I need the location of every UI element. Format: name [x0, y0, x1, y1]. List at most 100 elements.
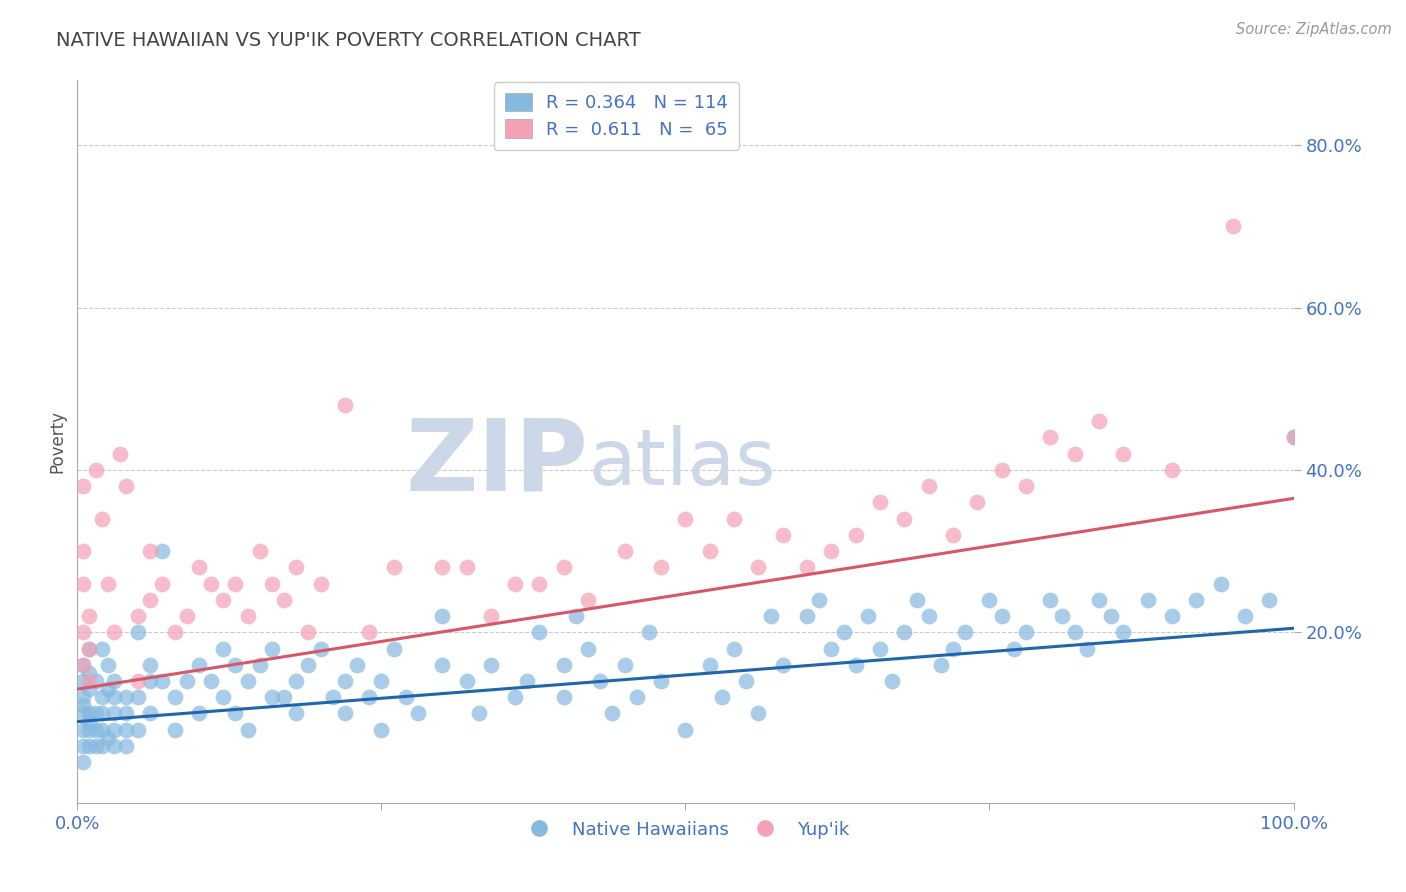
Point: [942, 641, 965, 656]
Point: [103, 706, 125, 721]
Point: [467, 706, 489, 721]
Point: [979, 592, 1001, 607]
Point: [845, 528, 868, 542]
Point: [869, 495, 891, 509]
Y-axis label: Poverty: Poverty: [48, 410, 66, 473]
Point: [966, 495, 988, 509]
Point: [503, 690, 526, 705]
Point: [602, 706, 624, 721]
Point: [430, 560, 453, 574]
Point: [1222, 219, 1244, 234]
Point: [79, 641, 101, 656]
Point: [820, 544, 842, 558]
Point: [893, 511, 915, 525]
Point: [115, 706, 138, 721]
Point: [1112, 625, 1135, 640]
Point: [856, 609, 879, 624]
Point: [346, 657, 368, 672]
Point: [200, 673, 222, 688]
Point: [1233, 609, 1256, 624]
Point: [1282, 430, 1305, 444]
Point: [1161, 609, 1184, 624]
Point: [626, 690, 648, 705]
Point: [1282, 430, 1305, 444]
Point: [370, 673, 392, 688]
Point: [139, 706, 162, 721]
Point: [808, 592, 831, 607]
Point: [359, 690, 381, 705]
Point: [1052, 609, 1074, 624]
Point: [1063, 447, 1085, 461]
Point: [845, 657, 868, 672]
Point: [84, 673, 107, 688]
Point: [176, 609, 198, 624]
Point: [638, 625, 661, 640]
Point: [79, 609, 101, 624]
Point: [723, 641, 745, 656]
Legend: Native Hawaiians, Yup'ik: Native Hawaiians, Yup'ik: [515, 814, 856, 846]
Point: [1063, 625, 1085, 640]
Point: [759, 609, 782, 624]
Point: [772, 657, 794, 672]
Point: [163, 625, 186, 640]
Point: [176, 673, 198, 688]
Point: [529, 576, 551, 591]
Point: [79, 723, 101, 737]
Point: [127, 609, 149, 624]
Point: [1136, 592, 1159, 607]
Text: atlas: atlas: [588, 425, 776, 501]
Point: [139, 657, 162, 672]
Point: [430, 657, 453, 672]
Point: [72, 657, 94, 672]
Point: [735, 673, 758, 688]
Point: [84, 739, 107, 753]
Point: [103, 723, 125, 737]
Point: [1088, 592, 1111, 607]
Point: [747, 706, 769, 721]
Point: [1185, 592, 1208, 607]
Point: [260, 576, 283, 591]
Point: [297, 625, 319, 640]
Point: [613, 657, 636, 672]
Point: [772, 528, 794, 542]
Point: [236, 723, 259, 737]
Point: [103, 625, 125, 640]
Point: [1209, 576, 1232, 591]
Point: [90, 723, 112, 737]
Point: [90, 641, 112, 656]
Point: [1112, 447, 1135, 461]
Point: [1099, 609, 1122, 624]
Point: [127, 673, 149, 688]
Point: [152, 673, 174, 688]
Point: [516, 673, 538, 688]
Point: [90, 706, 112, 721]
Point: [236, 673, 259, 688]
Point: [1015, 625, 1038, 640]
Point: [79, 706, 101, 721]
Point: [893, 625, 915, 640]
Point: [127, 625, 149, 640]
Text: Source: ZipAtlas.com: Source: ZipAtlas.com: [1236, 22, 1392, 37]
Point: [72, 706, 94, 721]
Point: [456, 673, 478, 688]
Point: [224, 576, 246, 591]
Point: [127, 723, 149, 737]
Point: [479, 609, 502, 624]
Point: [650, 673, 672, 688]
Point: [333, 398, 356, 412]
Point: [72, 544, 94, 558]
Text: ZIP: ZIP: [405, 415, 588, 512]
Point: [72, 625, 94, 640]
Point: [333, 673, 356, 688]
Point: [456, 560, 478, 574]
Point: [79, 673, 101, 688]
Point: [97, 576, 120, 591]
Point: [1161, 463, 1184, 477]
Point: [212, 641, 235, 656]
Point: [72, 479, 94, 493]
Point: [882, 673, 904, 688]
Point: [224, 706, 246, 721]
Point: [699, 544, 721, 558]
Point: [103, 673, 125, 688]
Point: [309, 576, 332, 591]
